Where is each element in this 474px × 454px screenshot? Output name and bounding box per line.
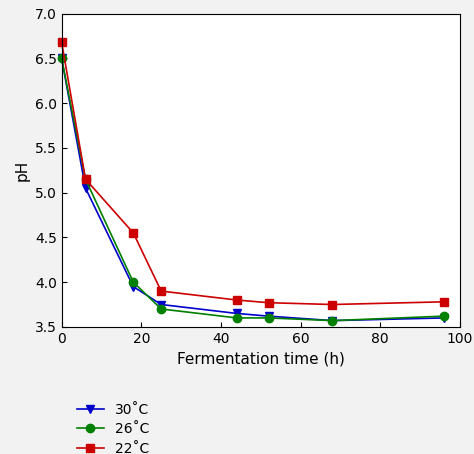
Line: 30˚C: 30˚C	[57, 54, 448, 325]
30˚C	[59, 56, 64, 61]
26˚C	[59, 56, 64, 61]
26˚C	[82, 177, 88, 182]
30˚C	[130, 284, 136, 289]
22˚C	[234, 297, 240, 303]
Line: 22˚C: 22˚C	[57, 38, 448, 309]
22˚C	[59, 39, 64, 45]
30˚C	[82, 185, 88, 191]
X-axis label: Fermentation time (h): Fermentation time (h)	[177, 351, 345, 366]
26˚C	[158, 306, 164, 312]
Line: 26˚C: 26˚C	[57, 54, 448, 325]
22˚C	[158, 288, 164, 294]
22˚C	[82, 177, 88, 182]
22˚C	[441, 299, 447, 305]
30˚C	[234, 311, 240, 316]
30˚C	[266, 313, 272, 319]
26˚C	[441, 313, 447, 319]
22˚C	[329, 302, 335, 307]
Legend: 30˚C, 26˚C, 22˚C: 30˚C, 26˚C, 22˚C	[76, 403, 150, 454]
30˚C	[158, 302, 164, 307]
26˚C	[329, 318, 335, 323]
30˚C	[329, 318, 335, 323]
22˚C	[266, 300, 272, 306]
26˚C	[234, 315, 240, 321]
26˚C	[266, 315, 272, 321]
26˚C	[130, 279, 136, 285]
22˚C	[130, 230, 136, 236]
30˚C	[441, 315, 447, 321]
Y-axis label: pH: pH	[14, 160, 29, 181]
